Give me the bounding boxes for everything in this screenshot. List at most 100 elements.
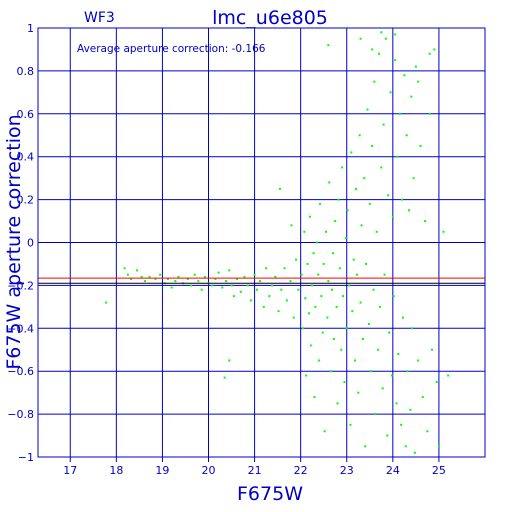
data-point: [390, 374, 393, 377]
y-tick-label: −0.4: [7, 322, 34, 335]
data-point: [412, 177, 415, 180]
data-point: [200, 288, 203, 291]
data-point: [334, 220, 337, 223]
data-point: [174, 280, 177, 283]
data-point: [337, 198, 340, 201]
data-point: [230, 284, 233, 287]
data-point: [358, 134, 361, 137]
data-point: [442, 230, 445, 233]
data-point: [364, 445, 367, 448]
data-point: [259, 280, 262, 283]
data-point: [381, 387, 384, 390]
data-point: [335, 305, 338, 308]
data-point: [386, 434, 389, 437]
x-tick-label: 17: [63, 464, 77, 477]
data-point: [140, 275, 143, 278]
data-point: [253, 273, 256, 276]
scatter-points: [105, 31, 450, 454]
data-point: [214, 277, 217, 280]
reference-lines: [38, 277, 485, 284]
data-point: [170, 286, 173, 289]
data-point: [447, 374, 450, 377]
data-point: [325, 230, 328, 233]
data-point: [292, 316, 295, 319]
data-point: [186, 277, 189, 280]
y-tick-label: −0.6: [7, 365, 34, 378]
data-point: [368, 202, 371, 205]
data-point: [350, 151, 353, 154]
data-point: [221, 286, 224, 289]
data-point: [389, 91, 392, 94]
data-point: [225, 280, 228, 283]
data-point: [223, 376, 226, 379]
data-point: [271, 284, 274, 287]
data-point: [428, 112, 431, 115]
data-point: [321, 331, 324, 334]
data-point: [148, 275, 151, 278]
data-point: [344, 237, 347, 240]
data-point: [327, 280, 330, 283]
data-point: [403, 74, 406, 77]
data-point: [265, 267, 268, 270]
data-point: [311, 284, 314, 287]
data-point: [130, 277, 133, 280]
y-tick-label: 0.8: [17, 65, 35, 78]
x-tick-label: 22: [294, 464, 308, 477]
data-point: [136, 269, 139, 272]
data-point: [315, 241, 318, 244]
data-point: [304, 297, 307, 300]
y-tick-label: 0: [27, 237, 34, 250]
data-point: [394, 33, 397, 36]
data-point: [312, 252, 315, 255]
data-point: [239, 290, 242, 293]
data-point: [383, 273, 386, 276]
data-point: [268, 295, 271, 298]
x-tick-label: 21: [248, 464, 262, 477]
data-point: [349, 423, 352, 426]
data-point: [380, 31, 383, 34]
data-point: [391, 215, 394, 218]
data-point: [159, 273, 162, 276]
panel-label: WF3: [84, 10, 115, 26]
data-point: [345, 327, 348, 330]
data-point: [360, 224, 363, 227]
data-point: [317, 273, 320, 276]
data-point: [341, 166, 344, 169]
data-point: [404, 445, 407, 448]
data-point: [405, 134, 408, 137]
data-point: [126, 273, 129, 276]
data-point: [419, 144, 422, 147]
data-point: [323, 430, 326, 433]
data-point: [435, 380, 438, 383]
data-point: [322, 262, 325, 265]
data-point: [406, 370, 409, 373]
data-point: [410, 95, 413, 98]
data-point: [314, 305, 317, 308]
data-point: [193, 273, 196, 276]
x-tick-label: 18: [109, 464, 123, 477]
data-point: [308, 215, 311, 218]
grid-layer: [38, 27, 485, 458]
data-point: [211, 284, 214, 287]
data-point: [397, 353, 400, 356]
data-point: [243, 275, 246, 278]
data-point: [285, 299, 288, 302]
data-point: [401, 198, 404, 201]
data-point: [351, 310, 354, 313]
data-point: [217, 271, 220, 274]
axis-ticks: 17 18 19 20 21 22 23 24 25 −1 −0.8 −0.6 −0.4 −0.2 0 0.2…: [7, 22, 446, 477]
data-point: [320, 295, 323, 298]
data-point: [354, 359, 357, 362]
x-tick-label: 24: [386, 464, 400, 477]
data-point: [313, 395, 316, 398]
data-point: [378, 305, 381, 308]
data-point: [278, 187, 281, 190]
data-point: [424, 220, 427, 223]
x-tick-label: 23: [340, 464, 354, 477]
data-point: [327, 44, 330, 47]
data-point: [332, 338, 335, 341]
data-point: [413, 451, 416, 454]
y-tick-label: 0.2: [17, 194, 35, 207]
data-point: [396, 155, 399, 158]
